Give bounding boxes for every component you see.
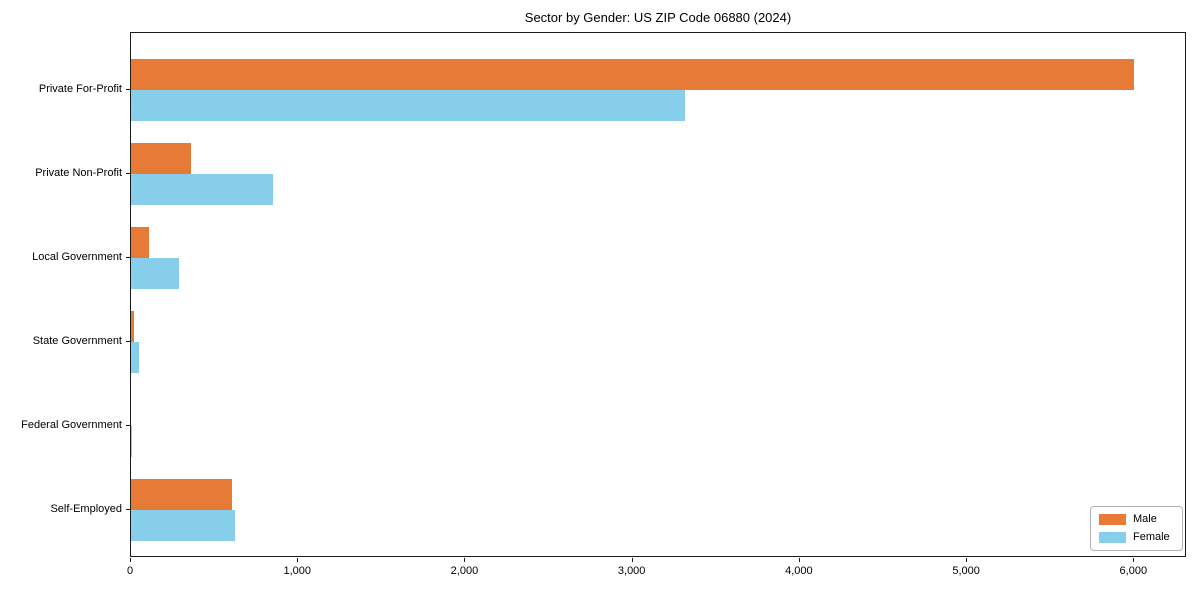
- y-tick-mark: [126, 256, 130, 258]
- bar-female-private-for-profit: [131, 89, 686, 121]
- x-tick-mark: [798, 558, 800, 562]
- chart-title: Sector by Gender: US ZIP Code 06880 (202…: [524, 10, 792, 25]
- category-label-self-employed: Self-Employed: [50, 502, 122, 515]
- bar-male-local-government: [131, 226, 150, 258]
- bar-female-federal-government: [131, 425, 133, 457]
- category-label-local-government: Local Government: [32, 250, 122, 263]
- legend-swatch-male: [1099, 514, 1126, 525]
- legend: Male Female: [1090, 506, 1183, 551]
- bar-female-state-government: [131, 341, 139, 373]
- x-tick-mark: [297, 558, 299, 562]
- x-tick-label: 2,000: [450, 565, 479, 577]
- bar-male-self-employed: [131, 478, 232, 510]
- legend-label-female: Female: [1133, 531, 1170, 543]
- x-tick-label: 4,000: [785, 565, 813, 577]
- x-tick-label: 1,000: [283, 565, 311, 577]
- x-tick-label: 6,000: [1119, 565, 1148, 577]
- x-tick-mark: [1133, 558, 1135, 562]
- y-tick-mark: [126, 508, 130, 510]
- category-label-federal-government: Federal Government: [21, 418, 122, 431]
- bar-male-state-government: [131, 310, 135, 342]
- x-tick-label: 0: [126, 565, 134, 577]
- legend-item-female: Female: [1099, 531, 1174, 544]
- plot-area: [130, 32, 1186, 557]
- bar-male-private-for-profit: [131, 58, 1135, 90]
- category-label-state-government: State Government: [32, 334, 122, 347]
- legend-swatch-female: [1099, 532, 1126, 543]
- x-tick-mark: [966, 558, 968, 562]
- y-tick-mark: [126, 88, 130, 90]
- x-tick-label: 5,000: [952, 565, 980, 577]
- x-tick-mark: [631, 558, 633, 562]
- y-tick-mark: [126, 340, 130, 342]
- category-label-private-for-profit: Private For-Profit: [38, 82, 122, 95]
- category-label-private-non-profit: Private Non-Profit: [35, 166, 122, 179]
- bar-male-private-non-profit: [131, 142, 192, 174]
- legend-item-male: Male: [1099, 513, 1174, 526]
- x-tick-mark: [464, 558, 466, 562]
- x-tick-mark: [130, 558, 131, 562]
- legend-label-male: Male: [1133, 513, 1157, 525]
- bar-female-self-employed: [131, 509, 236, 541]
- y-tick-mark: [126, 172, 130, 174]
- y-tick-mark: [126, 424, 130, 426]
- bar-female-local-government: [131, 257, 179, 289]
- x-tick-label: 3,000: [617, 565, 646, 577]
- bar-female-private-non-profit: [131, 173, 273, 205]
